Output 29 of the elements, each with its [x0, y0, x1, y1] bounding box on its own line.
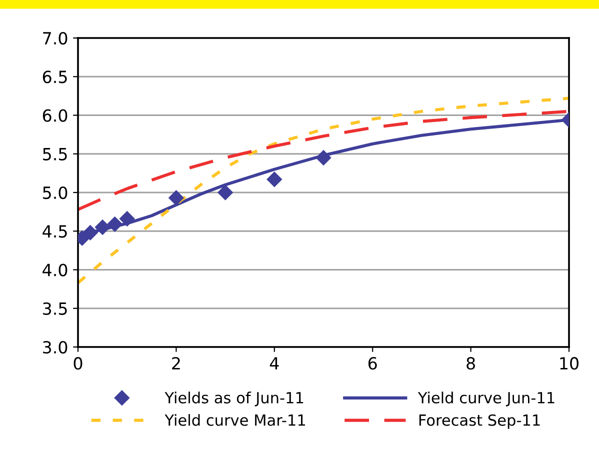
x-tick-label: 4 — [270, 357, 279, 370]
x-tick-label: 0 — [74, 357, 82, 370]
y-tick-label: 4.5 — [42, 225, 67, 238]
point — [168, 190, 184, 206]
legend-label: Yields as of Jun-11 — [164, 392, 304, 406]
x-tick-label: 8 — [466, 357, 475, 370]
y-tick-label: 7.0 — [43, 32, 68, 45]
y-tick-label: 5.5 — [43, 148, 67, 160]
x-tick-label: 6 — [368, 357, 377, 370]
legend-label: Yield curve Jun-11 — [418, 392, 554, 406]
y-tick-label: 6.5 — [42, 70, 67, 84]
y-tick-label: 3.0 — [43, 340, 68, 354]
x-tick-label: 2 — [172, 357, 180, 370]
y-tick-label: 5.0 — [43, 186, 68, 200]
y-tick-label: 6.0 — [42, 109, 68, 122]
point — [218, 184, 233, 200]
point — [94, 220, 110, 235]
line-series — [78, 110, 569, 212]
point — [266, 172, 282, 187]
y-tick-label: 4.0 — [42, 264, 68, 276]
point — [107, 216, 122, 232]
x-tick-label: 10 — [560, 357, 578, 370]
y-tick-label: 3.5 — [43, 302, 67, 315]
point — [82, 225, 98, 240]
line-series — [78, 96, 569, 284]
legend-label: Forecast Sep-11 — [419, 414, 540, 429]
point — [316, 150, 332, 166]
legend-label: Yield curve Mar-11 — [164, 414, 305, 426]
point — [120, 211, 135, 226]
